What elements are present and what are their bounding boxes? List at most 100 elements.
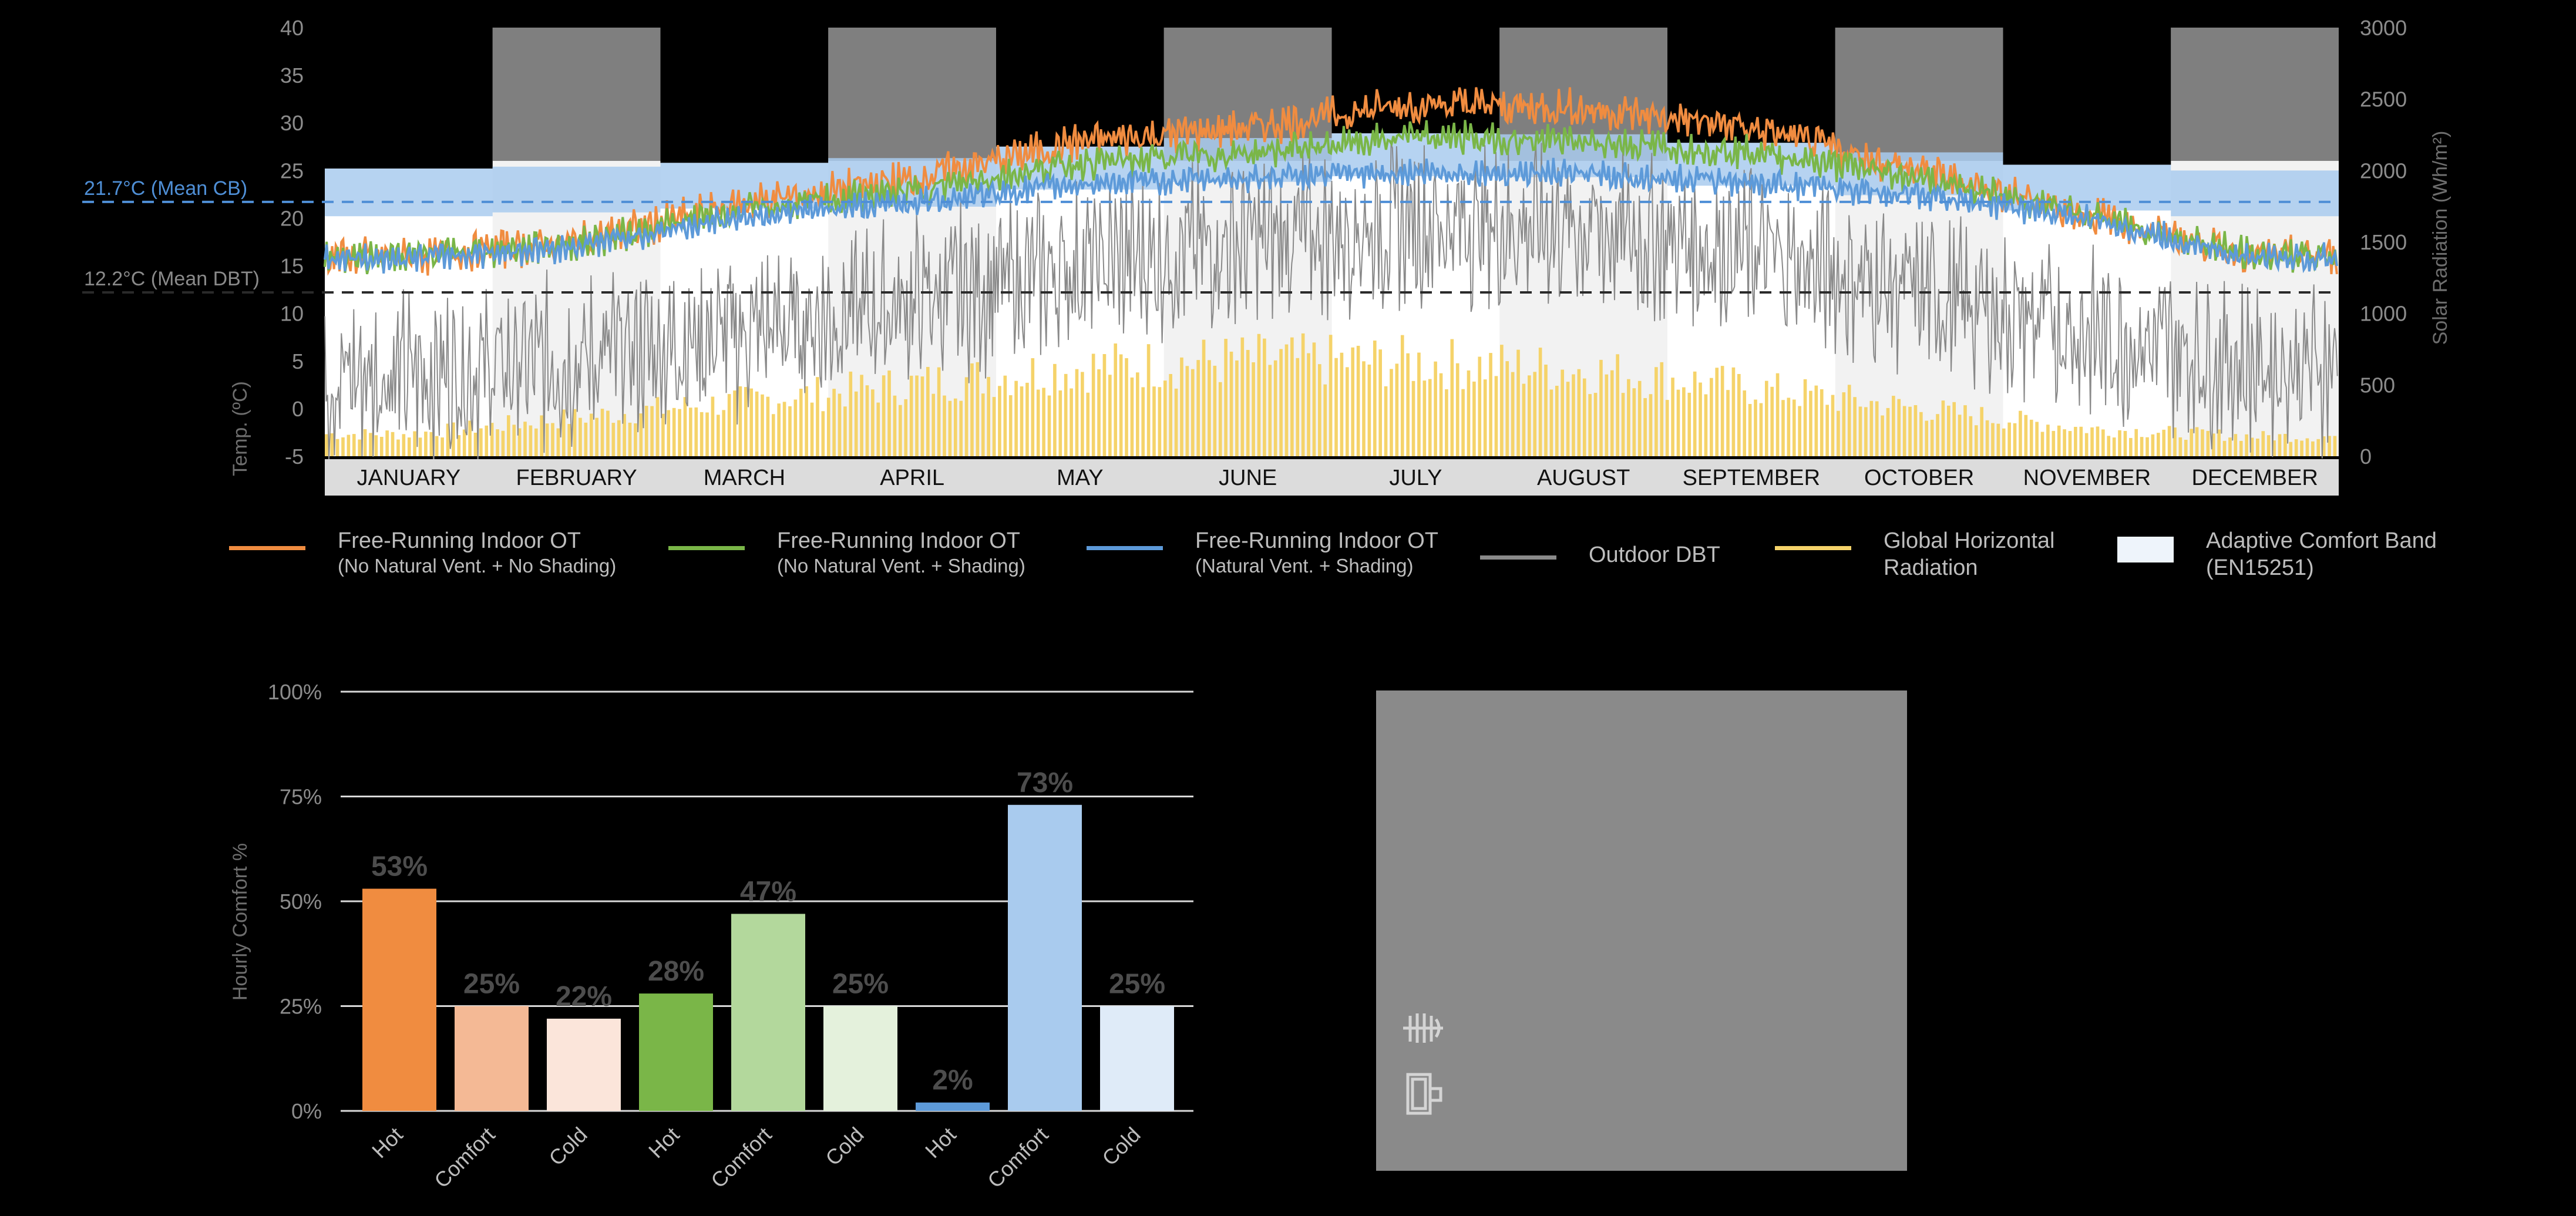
radiation-bar <box>1284 344 1289 456</box>
radiation-bar <box>1549 389 1553 456</box>
radiation-bar <box>1505 361 1509 456</box>
right-axis-tick: 0 <box>2360 444 2372 469</box>
radiation-bar <box>561 409 566 456</box>
radiation-bar <box>540 415 544 456</box>
radiation-bar <box>1290 337 1294 456</box>
month-label: APRIL <box>880 466 944 490</box>
radiation-bar <box>2228 437 2232 456</box>
radiation-bar <box>1902 406 1906 456</box>
radiation-bar <box>1671 378 1674 456</box>
radiation-bar <box>1991 423 1995 456</box>
radiation-bar <box>1925 420 1929 456</box>
radiation-bar <box>1395 363 1399 456</box>
radiation-bar <box>843 406 847 456</box>
month-label: JANUARY <box>357 466 461 490</box>
radiation-bar <box>2201 429 2204 456</box>
radiation-bar <box>788 406 792 456</box>
radiation-bar <box>2068 431 2072 456</box>
left-axis-tick: 5 <box>292 349 304 373</box>
radiation-bar <box>1985 420 1989 456</box>
radiation-bar <box>330 433 334 456</box>
radiation-bar <box>876 402 880 456</box>
bar-value-label: 2% <box>932 1065 973 1096</box>
radiation-bar <box>1417 352 1421 456</box>
radiation-bar <box>1461 389 1465 456</box>
radiation-bar <box>1252 362 1255 456</box>
radiation-bar <box>1064 373 1068 456</box>
bar <box>823 1006 897 1111</box>
radiation-bar <box>810 402 814 456</box>
radiation-bar <box>1367 364 1371 456</box>
radiation-bar <box>1318 364 1321 456</box>
radiation-bar <box>1273 360 1277 456</box>
radiation-bar <box>1820 389 1824 456</box>
radiation-bar <box>1511 372 1515 456</box>
month-shade <box>828 28 996 161</box>
category-label: Comfort <box>429 1123 500 1193</box>
radiation-bar <box>2107 436 2111 456</box>
radiation-bar <box>1837 410 1840 456</box>
radiation-bar <box>1500 345 1504 456</box>
radiation-bar <box>1020 386 1024 456</box>
radiation-bar <box>1356 345 1360 456</box>
left-axis-tick: -5 <box>285 444 304 469</box>
radiation-bar <box>512 425 516 456</box>
radiation-bar <box>1158 387 1162 456</box>
month-label: SEPTEMBER <box>1683 466 1820 490</box>
radiation-bar <box>744 387 748 456</box>
legend-item-radiation: Global Horizontal Radiation <box>1775 527 2054 581</box>
radiation-bar <box>496 429 499 456</box>
radiation-bar <box>1003 375 1007 456</box>
radiation-bar <box>1610 370 1614 456</box>
radiation-bar <box>1362 361 1366 456</box>
radiation-bar <box>1853 397 1857 456</box>
legend-label: Free-Running Indoor OT <box>338 528 581 553</box>
radiation-bar <box>998 386 1001 456</box>
radiation-bar <box>2156 433 2160 456</box>
radiation-bar <box>457 435 461 456</box>
legend-label: Free-Running Indoor OT <box>777 528 1020 553</box>
legend-line-green <box>668 546 745 550</box>
radiation-bar <box>816 377 819 456</box>
temperature-radiation-chart: 21.7°C (Mean CB) 12.2°C (Mean DBT) JANUARY… <box>82 16 2451 496</box>
bar-value-label: 25% <box>1109 969 1165 1000</box>
radiation-bar <box>976 362 980 456</box>
radiation-bar <box>1014 380 1018 456</box>
radiation-bar <box>782 402 786 456</box>
radiation-bar <box>2074 426 2077 456</box>
left-axis-tick: 35 <box>280 63 304 87</box>
radiation-bar <box>341 437 345 456</box>
month-label: MAY <box>1057 466 1104 490</box>
radiation-bar <box>413 431 416 456</box>
y-axis-title: Hourly Comfort % <box>229 843 251 1001</box>
radiation-bar <box>799 389 803 456</box>
legend-label: Outdoor DBT <box>1589 543 1720 567</box>
radiation-bar <box>617 420 621 456</box>
radiation-bar <box>1654 367 1658 456</box>
radiation-bar <box>2173 427 2177 456</box>
radiation-bar <box>584 422 588 456</box>
radiation-series <box>325 333 2337 456</box>
right-axis-tick: 2000 <box>2360 159 2407 183</box>
radiation-bar <box>1637 380 1642 456</box>
radiation-bar <box>639 413 643 456</box>
radiation-bar <box>1086 392 1090 456</box>
radiation-bar <box>1787 398 1791 456</box>
radiation-bar <box>2019 410 2022 456</box>
radiation-bar <box>1058 390 1062 456</box>
radiation-bar <box>462 429 466 456</box>
right-axis-title: Solar Radiation (Wh/m²) <box>2429 131 2451 345</box>
radiation-bar <box>2234 434 2238 456</box>
radiation-bar <box>793 399 798 456</box>
left-axis-tick: 15 <box>280 254 304 278</box>
radiation-bar <box>865 385 869 456</box>
radiation-bar <box>860 375 863 456</box>
radiation-bar <box>1809 390 1812 456</box>
radiation-bar <box>887 370 891 456</box>
radiation-bar <box>523 422 527 456</box>
radiation-bar <box>717 415 720 456</box>
radiation-bar <box>1676 389 1680 456</box>
month-shade <box>2171 28 2339 161</box>
radiation-bar <box>1428 379 1432 456</box>
radiation-bar <box>1814 385 1818 456</box>
